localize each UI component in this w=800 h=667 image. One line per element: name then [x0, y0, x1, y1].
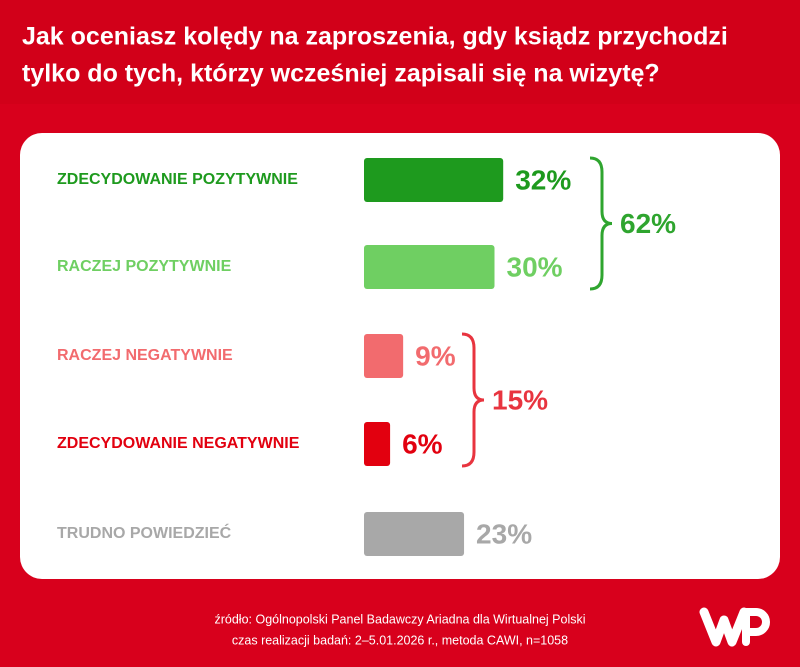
bar — [364, 422, 391, 466]
group-bracket — [589, 156, 613, 291]
footer-method: czas realizacji badań: 2–5.01.2026 r., m… — [232, 633, 568, 647]
group-total: 15% — [492, 384, 548, 415]
chart-title: Jak oceniasz kolędy na zaproszenia, gdy … — [22, 23, 728, 51]
category-label: RACZEJ NEGATYWNIE — [57, 347, 233, 364]
bar — [364, 245, 495, 289]
value-label: 32% — [515, 164, 571, 195]
value-label: 30% — [507, 251, 563, 282]
bar — [364, 158, 504, 202]
bar — [364, 334, 404, 378]
logo-w — [699, 607, 749, 647]
group-total: 62% — [620, 208, 676, 239]
category-label: TRUDNO POWIEDZIEĆ — [57, 523, 232, 542]
value-label: 9% — [415, 340, 456, 371]
header-band — [0, 0, 800, 104]
category-label: RACZEJ POZYTYWNIE — [57, 258, 232, 275]
chart-title: tylko do tych, którzy wcześniej zapisali… — [22, 60, 660, 88]
value-label: 23% — [476, 518, 532, 549]
footer-source: źródło: Ogólnopolski Panel Badawczy Aria… — [214, 612, 585, 626]
value-label: 6% — [402, 428, 443, 459]
group-bracket — [461, 332, 485, 468]
category-label: ZDECYDOWANIE POZYTYWNIE — [57, 171, 298, 188]
logo-p — [742, 608, 770, 646]
logo — [699, 607, 770, 647]
category-label: ZDECYDOWANIE NEGATYWNIE — [57, 435, 300, 452]
bar — [364, 512, 465, 556]
